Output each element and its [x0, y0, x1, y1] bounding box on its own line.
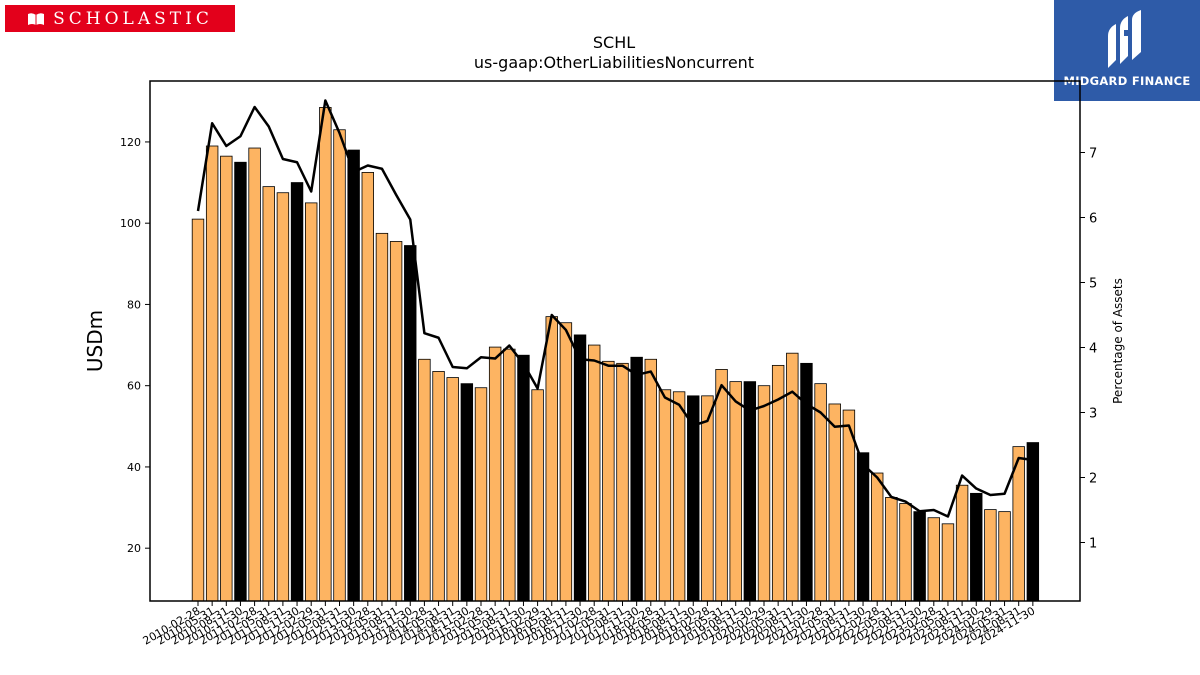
y2-tick-label: 1 [1089, 537, 1097, 552]
bar [290, 182, 304, 602]
bar [220, 155, 233, 602]
bar [531, 389, 544, 602]
bar [319, 107, 332, 602]
bar [517, 354, 530, 602]
bar [970, 492, 983, 602]
scholastic-logo-text: SCHOLASTIC [53, 8, 213, 29]
y-tick-label: 20 [127, 542, 141, 555]
bar [503, 348, 516, 602]
bar [644, 358, 658, 602]
midgard-finance-logo: MIDGARD FINANCE [1054, 0, 1200, 101]
bar [913, 511, 926, 602]
bar [588, 344, 601, 602]
bar [361, 172, 375, 602]
bar [432, 371, 445, 602]
bar [276, 192, 290, 602]
bar [304, 202, 318, 602]
y2-tick-label: 4 [1089, 342, 1097, 357]
bar [630, 356, 643, 602]
bar [474, 387, 488, 602]
bar [743, 381, 757, 602]
bar [941, 523, 955, 602]
y2-tick-label: 5 [1089, 277, 1097, 292]
scholastic-logo: SCHOLASTIC [5, 5, 235, 32]
bar [248, 147, 261, 602]
bar [757, 385, 771, 602]
bar [1026, 442, 1040, 602]
y-tick-label: 40 [127, 461, 141, 474]
bar [871, 472, 884, 602]
bar [998, 511, 1011, 602]
y2-tick-label: 6 [1089, 212, 1097, 227]
percentage-line [196, 99, 1034, 518]
bar [488, 346, 502, 602]
bar-series [191, 107, 1040, 602]
line-series [196, 99, 1034, 518]
bar [715, 369, 728, 602]
bar [446, 377, 459, 602]
book-icon [28, 12, 45, 25]
bar [828, 403, 841, 602]
bar [404, 245, 417, 602]
bar [389, 241, 403, 602]
y-axis-left: 20 40 60 80 100 120 [120, 136, 150, 555]
bar [460, 383, 474, 602]
bar [984, 509, 997, 602]
bar [347, 149, 360, 602]
midgard-logo-text: MIDGARD FINANCE [1063, 74, 1191, 88]
bar [856, 452, 870, 602]
y-tick-label: 60 [127, 380, 141, 393]
chart-subtitle: us-gaap:OtherLiabilitiesNoncurrent [474, 53, 754, 72]
bar [559, 322, 573, 602]
bar [333, 129, 346, 602]
bar [262, 186, 275, 602]
y2-tick-label: 3 [1089, 407, 1097, 422]
y-axis-right: 1 2 3 4 5 6 7 [1080, 147, 1097, 552]
bar [672, 391, 686, 602]
bar [234, 161, 247, 602]
x-axis: 2010-02-282010-05-312010-08-312010-11-30… [141, 601, 1037, 648]
y-axis-label: USDm [83, 310, 107, 372]
bar [899, 503, 912, 602]
bar [927, 517, 941, 602]
bar [616, 362, 629, 602]
bar [729, 381, 742, 602]
bar [602, 360, 615, 602]
bar [885, 497, 898, 602]
bar [191, 218, 205, 602]
midgard-logo-icon [1108, 10, 1141, 68]
bar [205, 145, 219, 602]
y-tick-label: 80 [127, 298, 141, 311]
y2-axis-label: Percentage of Assets [1111, 278, 1125, 404]
chart-title: SCHL [593, 33, 635, 52]
bar [955, 484, 969, 602]
bar [701, 395, 714, 602]
y-tick-label: 100 [120, 217, 141, 230]
bar [418, 358, 431, 602]
bar [658, 389, 672, 602]
bar [573, 334, 587, 602]
bar [545, 316, 558, 602]
bar [786, 352, 799, 602]
bar [375, 232, 389, 602]
y2-tick-label: 2 [1089, 472, 1097, 487]
y2-tick-label: 7 [1089, 147, 1097, 162]
plot-frame [149, 80, 1081, 602]
y-tick-label: 120 [120, 136, 141, 149]
